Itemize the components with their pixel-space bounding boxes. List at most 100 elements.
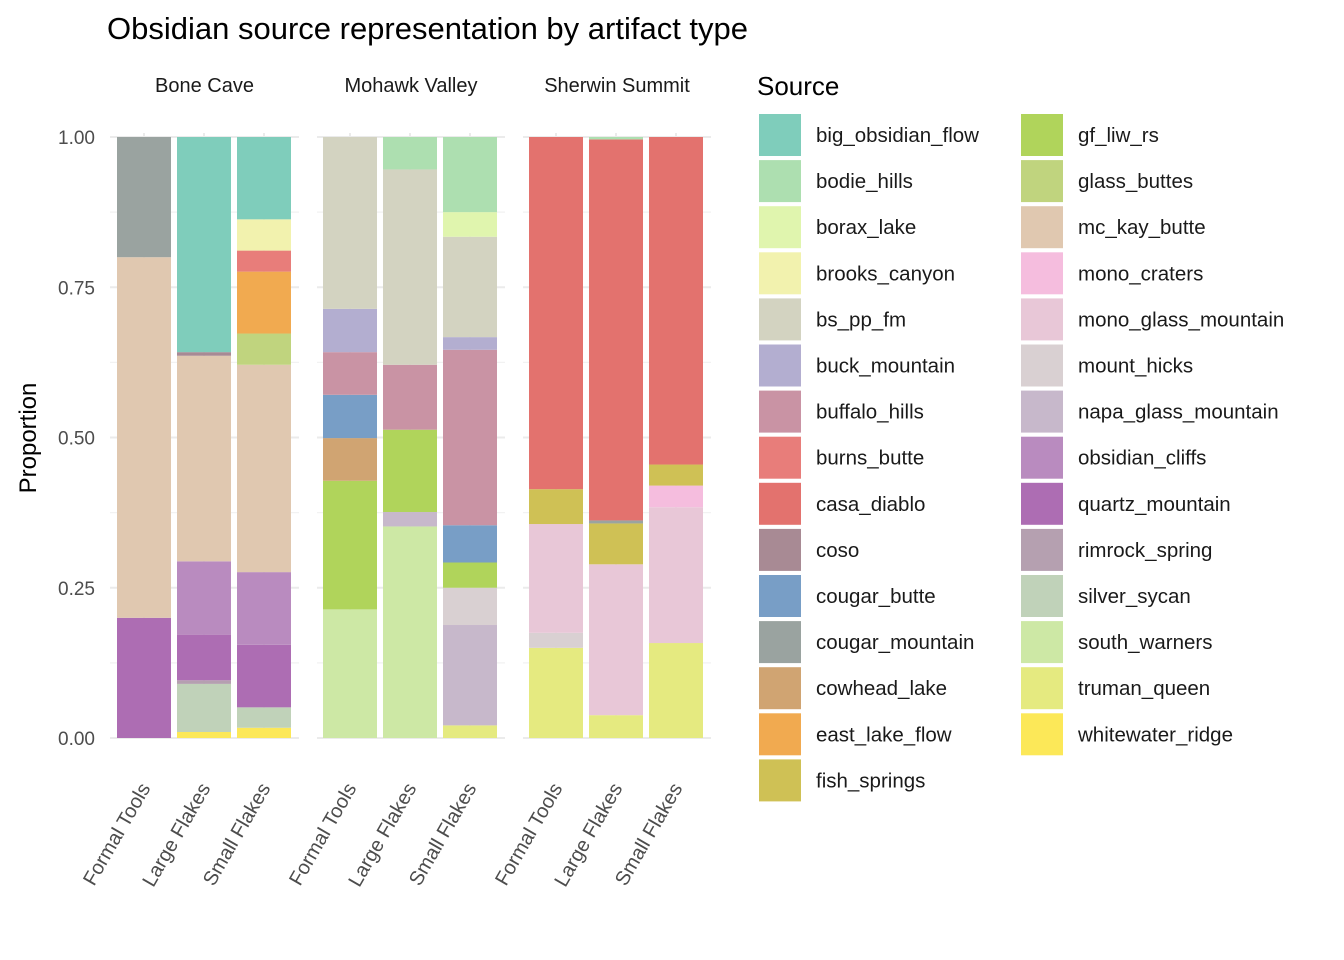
bar-segment-coso (177, 352, 231, 356)
legend-item-truman_queen: truman_queen (1021, 667, 1210, 710)
legend-label: gf_liw_rs (1078, 124, 1159, 147)
legend-label: east_lake_flow (816, 723, 952, 746)
legend-item-obsidian_cliffs: obsidian_cliffs (1021, 436, 1206, 479)
bar-segment-borax_lake (443, 212, 497, 237)
bar-segment-silver_sycan (237, 707, 291, 728)
legend-label: silver_sycan (1078, 585, 1191, 608)
legend-key (1021, 436, 1063, 479)
legend-label: mount_hicks (1078, 355, 1193, 378)
bar-segment-mono_glass_mountain (529, 524, 583, 633)
legend-label: obsidian_cliffs (1078, 447, 1206, 470)
bar-segment-napa_glass_mountain (383, 512, 437, 527)
y-axis-label: Proportion (15, 383, 42, 494)
legend-item-east_lake_flow: east_lake_flow (759, 713, 952, 756)
bar-segment-obsidian_cliffs (177, 561, 231, 635)
legend-item-brooks_canyon: brooks_canyon (759, 252, 955, 295)
bar-segment-bodie_hills (589, 137, 643, 140)
bar-segment-truman_queen (443, 725, 497, 738)
bar-segment-burns_butte (237, 250, 291, 272)
legend-label: cougar_mountain (816, 631, 974, 654)
legend-key (759, 390, 801, 433)
bar-segment-obsidian_cliffs (237, 572, 291, 645)
legend-key (1021, 206, 1063, 249)
bar-segment-mc_kay_butte (117, 257, 171, 618)
facet-strip-label: Sherwin Summit (544, 75, 690, 97)
bar-large-flakes (383, 137, 437, 738)
bar-segment-mount_hicks (443, 587, 497, 626)
bar-segment-buffalo_hills (383, 364, 437, 430)
bar-segment-fish_springs (529, 489, 583, 525)
legend-label: truman_queen (1078, 677, 1210, 700)
legend-label: cowhead_lake (816, 677, 947, 700)
bar-segment-whitewater_ridge (177, 731, 231, 738)
bar-segment-gf_liw_rs (443, 562, 497, 588)
bar-segment-truman_queen (649, 643, 703, 738)
legend-key (1021, 390, 1063, 433)
legend: big_obsidian_flow bodie_hills borax_lakebr… (759, 114, 1284, 802)
bar-small-flakes (649, 137, 703, 738)
bar-segment-big_obsidian_flow (177, 137, 231, 353)
legend-key (1021, 252, 1063, 295)
bar-segment-napa_glass_mountain (443, 625, 497, 726)
legend-item-buck_mountain: buck_mountain (759, 344, 955, 387)
legend-key (1021, 114, 1063, 156)
bar-segment-fish_springs (589, 523, 643, 565)
bar-segment-bs_pp_fm (383, 169, 437, 365)
legend-item-coso: coso (759, 528, 859, 571)
legend-label: glass_buttes (1078, 170, 1193, 193)
legend-item-silver_sycan: silver_sycan (1021, 575, 1191, 617)
legend-title: Source (757, 71, 839, 101)
legend-item-whitewater_ridge: whitewater_ridge (1021, 713, 1233, 756)
legend-label: bodie_hills (816, 170, 913, 193)
legend-label: casa_diablo (816, 493, 925, 516)
bar-segment-truman_queen (529, 647, 583, 738)
y-tick-label: 0.25 (58, 579, 95, 600)
bar-segment-mount_hicks (529, 632, 583, 648)
legend-label: mc_kay_butte (1078, 216, 1206, 239)
y-tick-label: 0.00 (58, 729, 95, 750)
bar-segment-rimrock_spring (177, 680, 231, 684)
bar-segment-mono_craters (649, 485, 703, 508)
bar-segment-mono_glass_mountain (589, 564, 643, 716)
legend-label: buffalo_hills (816, 401, 924, 424)
legend-item-big_obsidian_flow: big_obsidian_flow (759, 114, 979, 156)
legend-item-gf_liw_rs: gf_liw_rs (1021, 114, 1159, 156)
legend-key (1021, 667, 1063, 710)
bar-formal-tools (529, 137, 583, 738)
legend-key (759, 206, 801, 249)
legend-label: mono_craters (1078, 262, 1203, 285)
legend-key (759, 160, 801, 203)
bar-segment-truman_queen (589, 715, 643, 738)
bar-segment-bodie_hills (383, 137, 437, 170)
legend-key (759, 713, 801, 756)
legend-key (759, 528, 801, 571)
bar-segment-buffalo_hills (323, 352, 377, 395)
bar-segment-buffalo_hills (443, 349, 497, 526)
legend-item-bodie_hills: bodie_hills (759, 160, 913, 203)
bar-segment-quartz_mountain (117, 617, 171, 738)
legend-item-cougar_butte: cougar_butte (759, 575, 936, 617)
legend-item-cougar_mountain: cougar_mountain (759, 621, 974, 664)
legend-key (759, 344, 801, 387)
legend-label: whitewater_ridge (1077, 723, 1233, 746)
legend-label: coso (816, 539, 859, 562)
y-axis-ticks: 0.00 0.25 0.50 0.75 1.00 (58, 128, 95, 750)
legend-key (1021, 482, 1063, 525)
legend-key (1021, 575, 1063, 617)
legend-key (759, 759, 801, 802)
bar-segment-glass_buttes (237, 333, 291, 365)
legend-item-casa_diablo: casa_diablo (759, 482, 925, 525)
bar-small-flakes (237, 137, 291, 738)
facet-strip-label: Bone Cave (155, 75, 254, 97)
bar-formal-tools (117, 137, 171, 738)
bar-segment-bs_pp_fm (443, 236, 497, 338)
bar-segment-cougar_butte (323, 394, 377, 439)
legend-key (759, 114, 801, 156)
legend-item-mono_craters: mono_craters (1021, 252, 1203, 295)
bar-segment-south_warners (323, 609, 377, 738)
legend-label: big_obsidian_flow (816, 124, 979, 147)
legend-key (1021, 621, 1063, 664)
legend-item-burns_butte: burns_butte (759, 436, 924, 479)
legend-label: south_warners (1078, 631, 1212, 654)
bar-segment-cowhead_lake (323, 438, 377, 481)
